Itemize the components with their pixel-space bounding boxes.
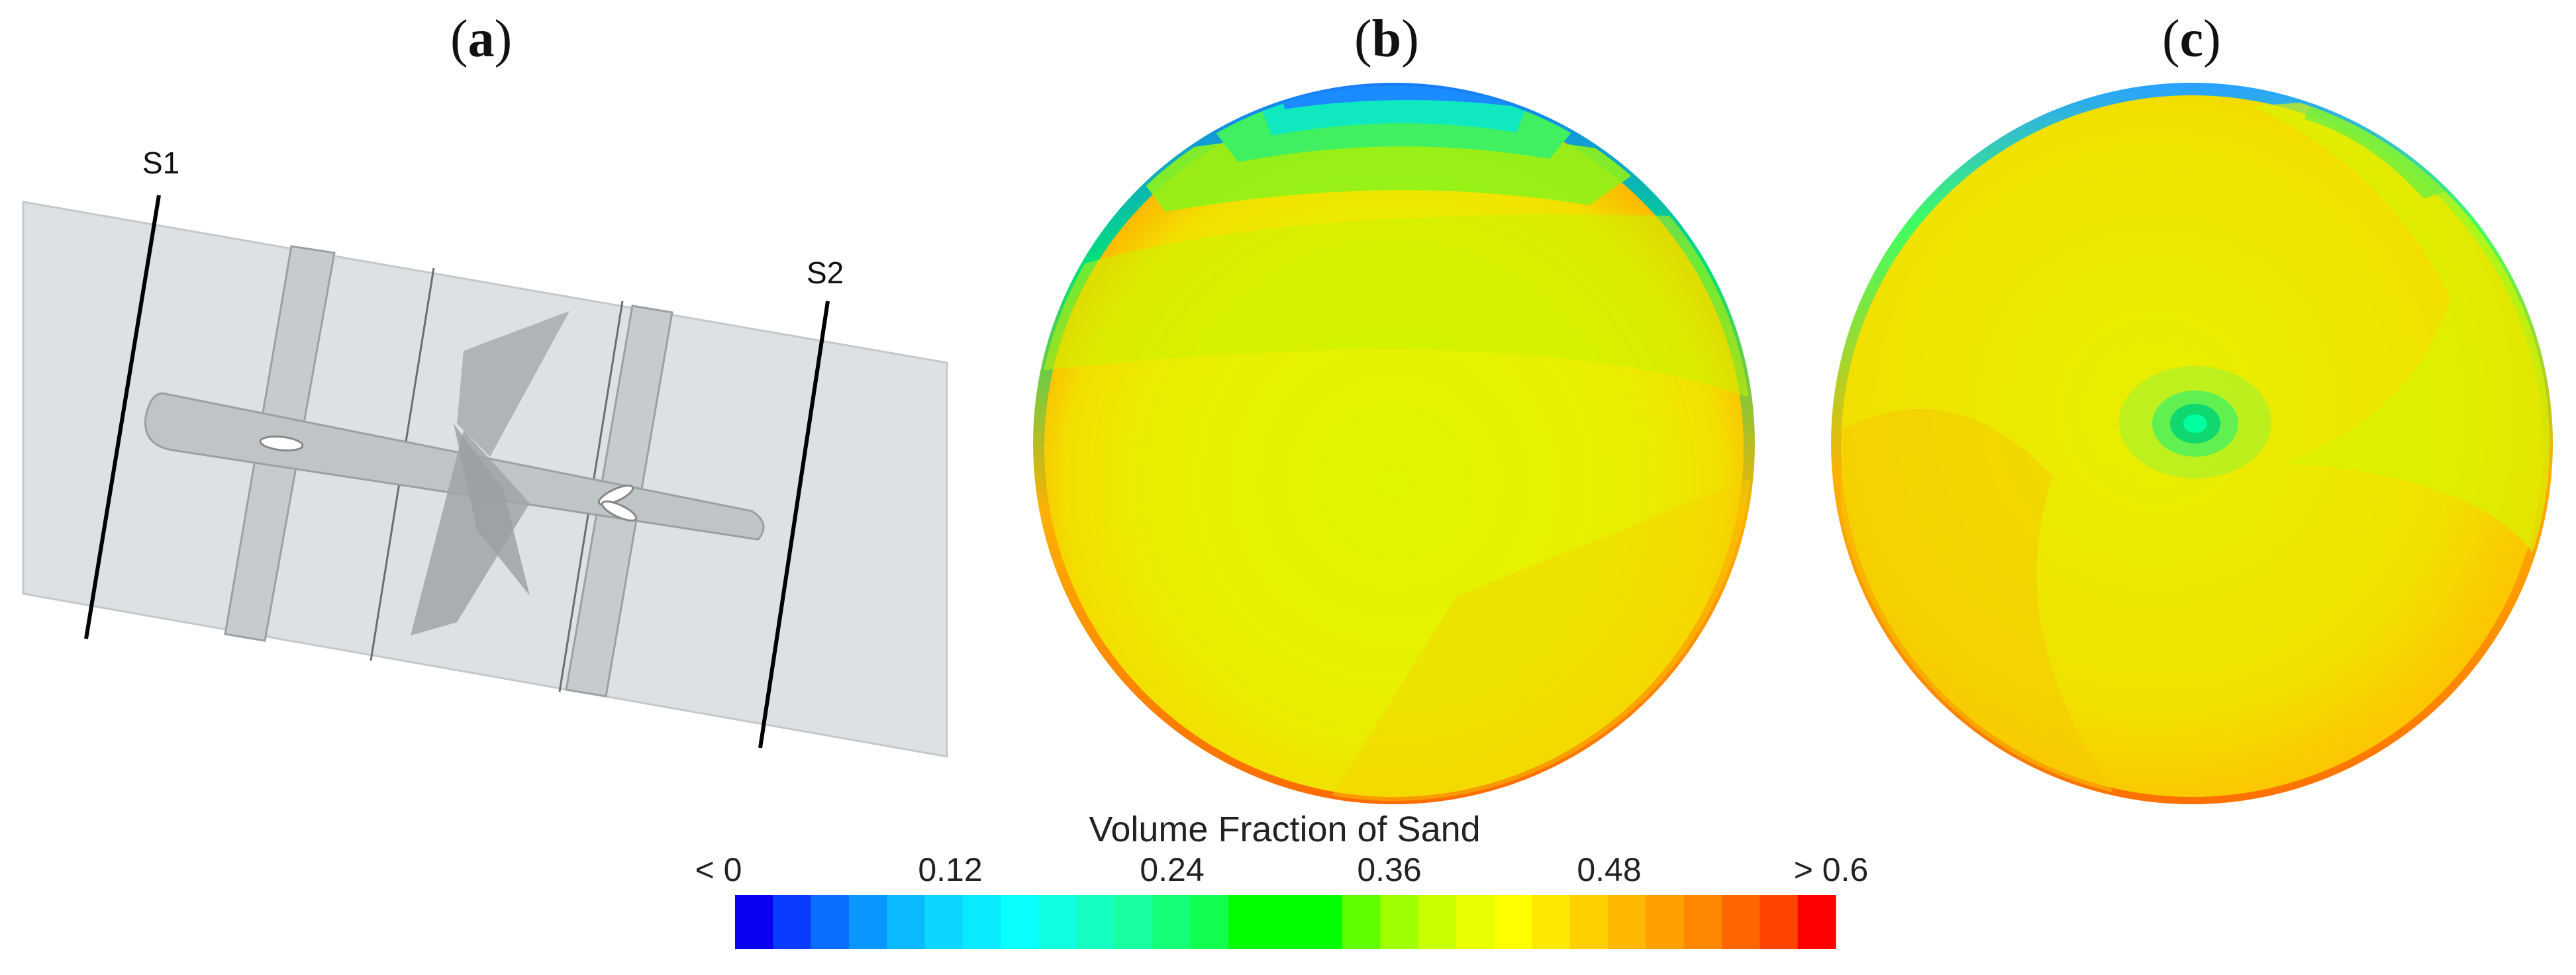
colorbar-tick-label: 0.12 [918, 851, 983, 888]
colorbar-swatch [1076, 895, 1115, 949]
colorbar-swatch [1532, 895, 1571, 949]
section-line-s1 [84, 195, 161, 639]
colorbar-swatch [811, 895, 850, 949]
colorbar-swatch [735, 895, 773, 949]
colorbar-swatch [848, 895, 887, 949]
colorbar-swatch [1380, 895, 1419, 949]
impeller-blade [454, 424, 530, 596]
colorbar-swatch [1608, 895, 1647, 949]
contour-band [2183, 414, 2207, 433]
section-line-s2 [758, 301, 830, 749]
pipe-diagram: S1 S2 [22, 146, 948, 758]
shaft-hole [601, 500, 638, 522]
colorbar-tick-label: > 0.6 [1793, 851, 1869, 888]
colorbar-swatch [1266, 895, 1305, 949]
colorbar-swatch [1797, 895, 1836, 949]
contour-plot-s2 [1831, 83, 2553, 804]
panel-label-b: (b) [1354, 10, 1419, 68]
colorbar-swatch [1190, 895, 1229, 949]
colorbar [735, 895, 1836, 949]
panel-label-c: (c) [2162, 10, 2221, 68]
panel-letter-b: b [1371, 10, 1402, 68]
section-label-s1: S1 [142, 146, 179, 180]
colorbar-swatch [1001, 895, 1040, 949]
colorbar-swatch [1456, 895, 1495, 949]
impeller-blade [411, 430, 530, 635]
panel-letter-c: c [2179, 10, 2204, 68]
contour-band [1040, 214, 1748, 397]
colorbar-swatch [1646, 895, 1685, 949]
colorbar-swatch [1683, 895, 1722, 949]
impeller-blade [457, 311, 570, 457]
colorbar-tick-label: 0.36 [1357, 851, 1422, 888]
panel-label-a: (a) [450, 10, 513, 68]
colorbar-swatch [962, 895, 1001, 949]
colorbar-swatch [924, 895, 964, 949]
colorbar-swatch [1304, 895, 1343, 949]
colorbar-title: Volume Fraction of Sand [1089, 810, 1481, 849]
colorbar-swatch [1569, 895, 1609, 949]
colorbar-tick-label: < 0 [695, 851, 742, 888]
colorbar-swatch [773, 895, 812, 949]
colorbar-swatch [1722, 895, 1760, 949]
colorbar-swatch [1418, 895, 1457, 949]
colorbar-tick-label: 0.48 [1577, 851, 1642, 888]
panel-letter-a: a [468, 10, 495, 68]
shaft-hole [259, 436, 304, 451]
colorbar-swatch [887, 895, 926, 949]
colorbar-swatch [1228, 895, 1267, 949]
colorbar-swatch [1342, 895, 1381, 949]
shaft-hole [597, 485, 634, 506]
contour-plot-s1 [1033, 83, 1755, 804]
colorbar-swatch [1152, 895, 1191, 949]
colorbar-swatch [1494, 895, 1533, 949]
colorbar-swatch [1038, 895, 1077, 949]
colorbar-swatch [1759, 895, 1799, 949]
colorbar-tick-label: 0.24 [1140, 851, 1205, 888]
contour-band [1278, 86, 1516, 109]
section-label-s2: S2 [807, 255, 844, 290]
colorbar-swatch [1115, 895, 1154, 949]
